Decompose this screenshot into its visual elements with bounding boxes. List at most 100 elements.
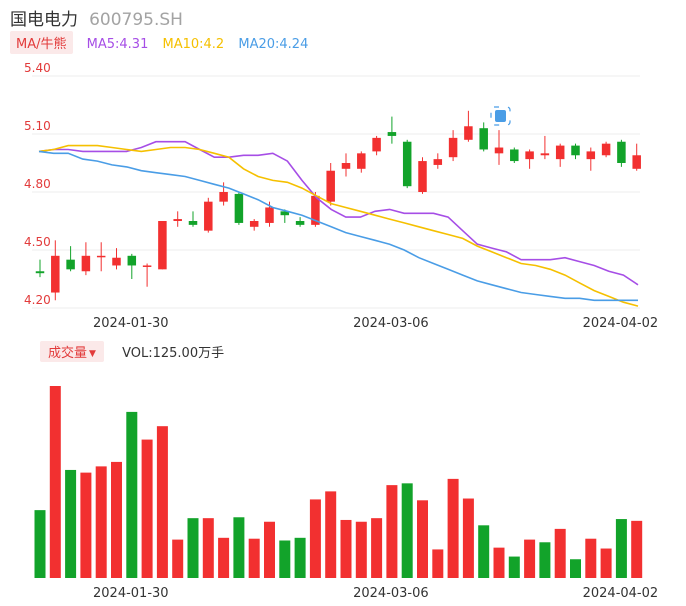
candle xyxy=(249,219,259,231)
candle xyxy=(601,141,611,158)
candle xyxy=(280,209,290,223)
candle xyxy=(586,147,596,171)
candle-body xyxy=(479,128,488,150)
volume-bar xyxy=(508,556,520,578)
last-point-marker[interactable] xyxy=(490,106,511,126)
candle-body xyxy=(219,192,228,202)
volume-bar xyxy=(34,510,46,578)
candle-body xyxy=(158,221,167,270)
candle-body xyxy=(402,141,412,187)
volume-bar xyxy=(447,478,459,578)
candle-body xyxy=(188,221,198,225)
volume-bar xyxy=(80,472,92,578)
ma5-label: MA5:4.31 xyxy=(86,37,149,52)
y-tick-label: 5.40 xyxy=(24,61,51,75)
volume-bar xyxy=(631,520,643,578)
candle xyxy=(525,149,534,169)
focus-marker-icon[interactable] xyxy=(490,106,511,126)
candle-body xyxy=(127,255,137,266)
price-grid xyxy=(32,75,640,309)
ma20-line xyxy=(38,150,638,302)
candle xyxy=(372,135,381,156)
focus-marker-fill xyxy=(495,110,506,122)
volume-indicator-button[interactable]: 成交量 ▼ xyxy=(40,341,104,362)
candle xyxy=(326,163,335,206)
candle xyxy=(51,240,60,301)
volume-bar xyxy=(417,500,428,578)
stock-name: 国电电力 xyxy=(10,10,78,30)
candle-body xyxy=(66,259,75,270)
volume-bar xyxy=(401,483,413,578)
stock-code: 600795.SH xyxy=(89,10,183,30)
candle-body xyxy=(51,255,60,293)
volume-bar xyxy=(218,537,230,578)
volume-bar xyxy=(156,426,168,578)
x-tick-label: 2024-03-06 xyxy=(353,586,429,601)
candle-body xyxy=(555,145,565,160)
candle xyxy=(35,259,45,278)
candle-body xyxy=(142,265,152,267)
candle xyxy=(96,242,106,272)
moving-average-lines xyxy=(38,140,639,307)
volume-bar xyxy=(95,466,107,578)
candle-body xyxy=(617,141,626,163)
volume-bar xyxy=(615,519,627,578)
candle-body xyxy=(311,195,320,225)
candle xyxy=(341,153,351,177)
ma5-line xyxy=(38,140,639,286)
candle xyxy=(617,139,626,167)
candle xyxy=(448,130,458,162)
ma-toggle-button[interactable]: MA/牛熊 xyxy=(10,31,73,54)
volume-date-axis: 2024-01-30 2024-03-06 2024-04-02 xyxy=(93,586,658,601)
volume-bar xyxy=(279,540,291,578)
volume-bar xyxy=(294,537,306,578)
candle-body xyxy=(571,145,580,156)
volume-bar xyxy=(539,542,551,578)
candle xyxy=(387,116,397,144)
candle xyxy=(173,211,182,227)
volume-bar xyxy=(141,439,153,578)
candle-body xyxy=(494,147,504,154)
candle-body xyxy=(265,207,274,223)
volume-bar xyxy=(187,518,199,578)
ma-legend: MA/牛熊 MA5:4.31 MA10:4.2 MA20:4.24 xyxy=(10,31,308,55)
candle-body xyxy=(464,126,473,140)
ma10-label: MA10:4.2 xyxy=(162,37,225,52)
volume-bar xyxy=(600,548,612,578)
candle xyxy=(402,139,412,189)
y-tick-label: 4.20 xyxy=(24,293,51,307)
volume-bars xyxy=(34,386,643,578)
volume-bar xyxy=(355,521,367,578)
candle-body xyxy=(249,221,259,227)
volume-bar xyxy=(49,386,61,578)
caret-down-icon: ▼ xyxy=(89,349,96,359)
candle xyxy=(112,248,121,270)
volume-bar xyxy=(65,469,77,578)
x-tick-label: 2024-01-30 xyxy=(93,316,169,331)
candle xyxy=(571,143,580,160)
candle-body xyxy=(372,137,381,152)
volume-bar xyxy=(524,539,536,578)
volume-bar xyxy=(248,538,260,578)
candle xyxy=(433,153,443,169)
volume-bar xyxy=(340,519,352,578)
candle-body xyxy=(295,221,305,225)
price-axis: 5.40 5.10 4.80 4.50 4.20 xyxy=(24,61,51,307)
candlestick-series xyxy=(35,110,641,301)
candle xyxy=(81,242,91,276)
volume-bar xyxy=(462,498,474,578)
x-tick-label: 2024-03-06 xyxy=(353,316,429,331)
volume-bar xyxy=(111,461,122,578)
candle xyxy=(494,130,504,165)
volume-bar xyxy=(371,518,383,578)
candle xyxy=(188,211,198,227)
volume-bar xyxy=(570,559,581,578)
volume-bar xyxy=(493,547,505,578)
candle-body xyxy=(357,153,366,169)
volume-bar xyxy=(233,517,245,578)
volume-value: VOL:125.00万手 xyxy=(122,346,225,361)
candle-body xyxy=(448,137,458,158)
x-tick-label: 2024-04-02 xyxy=(583,586,659,601)
candle-body xyxy=(341,163,351,169)
